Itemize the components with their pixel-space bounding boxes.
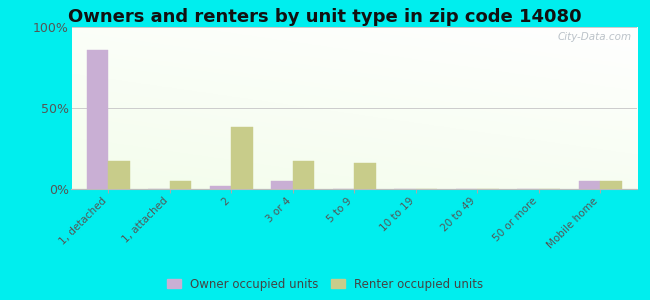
Bar <box>210 186 231 189</box>
Bar <box>354 163 376 189</box>
Text: Owners and renters by unit type in zip code 14080: Owners and renters by unit type in zip c… <box>68 8 582 26</box>
Bar <box>170 181 191 189</box>
Bar <box>231 128 253 189</box>
Bar <box>292 161 315 189</box>
Text: City-Data.com: City-Data.com <box>557 32 631 42</box>
Bar <box>271 181 293 189</box>
Bar <box>600 181 621 189</box>
Legend: Owner occupied units, Renter occupied units: Owner occupied units, Renter occupied un… <box>163 274 487 294</box>
Bar <box>109 161 130 189</box>
Bar <box>87 50 109 189</box>
Bar <box>578 181 600 189</box>
